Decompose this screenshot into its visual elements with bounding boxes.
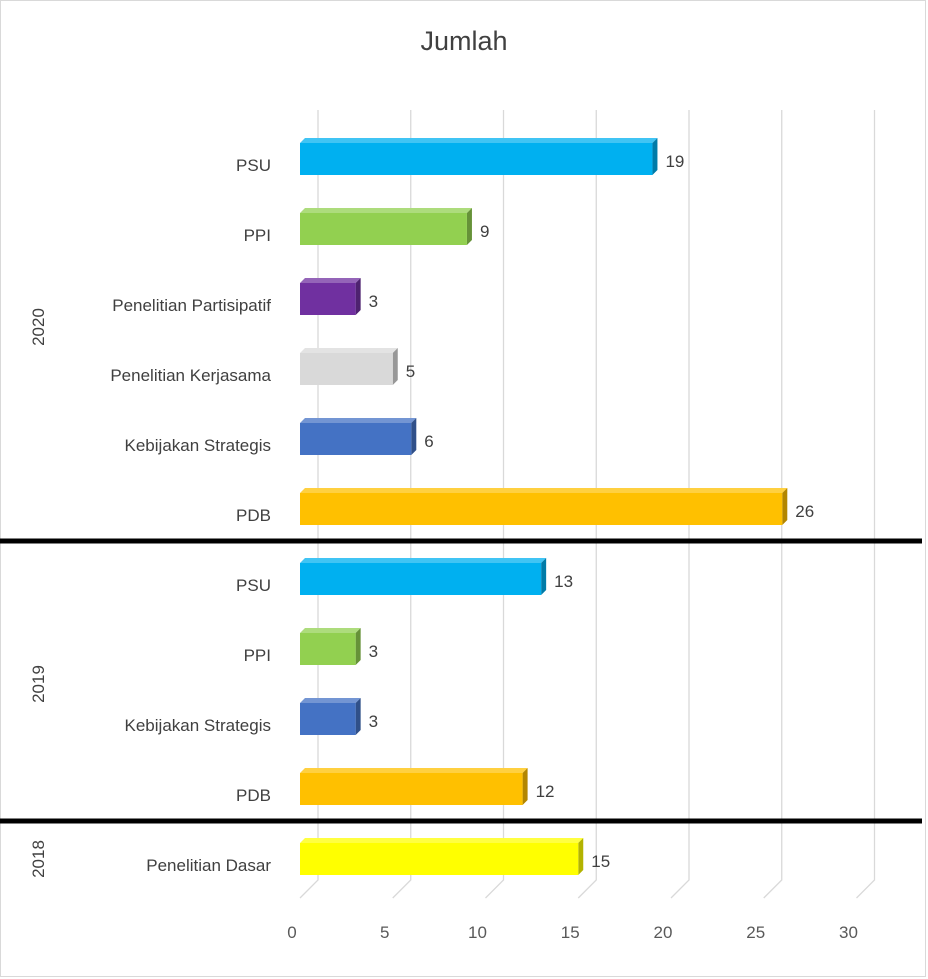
gridline xyxy=(577,110,597,899)
data-label: 5 xyxy=(406,362,415,381)
data-label: 12 xyxy=(536,782,555,801)
data-label: 3 xyxy=(369,292,378,311)
bar-top-face xyxy=(300,768,528,773)
group-label: 2018 xyxy=(29,840,48,878)
bar xyxy=(300,633,356,665)
bar-side-face xyxy=(541,558,547,595)
x-tick-label: 0 xyxy=(287,923,296,942)
bar-top-face xyxy=(300,348,398,353)
category-label: Penelitian Partisipatif xyxy=(112,296,271,315)
category-label: PDB xyxy=(236,506,271,525)
category-label: Kebijakan Strategis xyxy=(125,716,271,735)
gridline xyxy=(856,110,876,899)
data-label: 19 xyxy=(665,152,684,171)
bar-side-face xyxy=(355,278,361,315)
bar-side-face xyxy=(578,838,584,875)
x-tick-label: 10 xyxy=(468,923,487,942)
data-label: 3 xyxy=(369,712,378,731)
bar xyxy=(300,283,356,315)
category-label: PPI xyxy=(244,646,271,665)
bar-top-face xyxy=(300,628,361,633)
bar xyxy=(300,773,523,805)
bar-top-face xyxy=(300,698,361,703)
bar-top-face xyxy=(300,278,361,283)
bar-top-face xyxy=(300,488,788,493)
category-label: Penelitian Dasar xyxy=(146,856,271,875)
bar-side-face xyxy=(411,418,417,455)
category-label: PDB xyxy=(236,786,271,805)
data-label: 6 xyxy=(424,432,433,451)
group-label: 2019 xyxy=(29,665,48,703)
category-label: PSU xyxy=(236,156,271,175)
x-tick-label: 20 xyxy=(654,923,673,942)
category-label: PPI xyxy=(244,226,271,245)
data-label: 15 xyxy=(591,852,610,871)
bar-top-face xyxy=(300,418,417,423)
bar-top-face xyxy=(300,558,547,563)
bar-side-face xyxy=(355,628,361,665)
gridline xyxy=(763,110,783,899)
bar-side-face xyxy=(466,208,472,245)
bar-side-face xyxy=(522,768,528,805)
bar-top-face xyxy=(300,838,584,843)
x-tick-label: 5 xyxy=(380,923,389,942)
gridline xyxy=(485,110,505,899)
data-label: 9 xyxy=(480,222,489,241)
x-tick-label: 30 xyxy=(839,923,858,942)
bar xyxy=(300,353,393,385)
category-label: Penelitian Kerjasama xyxy=(110,366,271,385)
bar-side-face xyxy=(782,488,788,525)
data-label: 26 xyxy=(795,502,814,521)
bar xyxy=(300,843,579,875)
bar xyxy=(300,703,356,735)
bar-top-face xyxy=(300,138,658,143)
bar-side-face xyxy=(355,698,361,735)
group-label: 2020 xyxy=(29,308,48,346)
bar xyxy=(300,493,783,525)
bar xyxy=(300,213,467,245)
bar xyxy=(300,563,542,595)
gridline xyxy=(392,110,412,899)
bar-side-face xyxy=(392,348,398,385)
gridline xyxy=(670,110,690,899)
chart-title: Jumlah xyxy=(420,26,508,56)
category-label: Kebijakan Strategis xyxy=(125,436,271,455)
bar-top-face xyxy=(300,208,472,213)
data-label: 13 xyxy=(554,572,573,591)
data-label: 3 xyxy=(369,642,378,661)
category-label: PSU xyxy=(236,576,271,595)
bar-side-face xyxy=(652,138,658,175)
bar xyxy=(300,143,653,175)
x-tick-label: 25 xyxy=(746,923,765,942)
bar xyxy=(300,423,412,455)
x-tick-label: 15 xyxy=(561,923,580,942)
